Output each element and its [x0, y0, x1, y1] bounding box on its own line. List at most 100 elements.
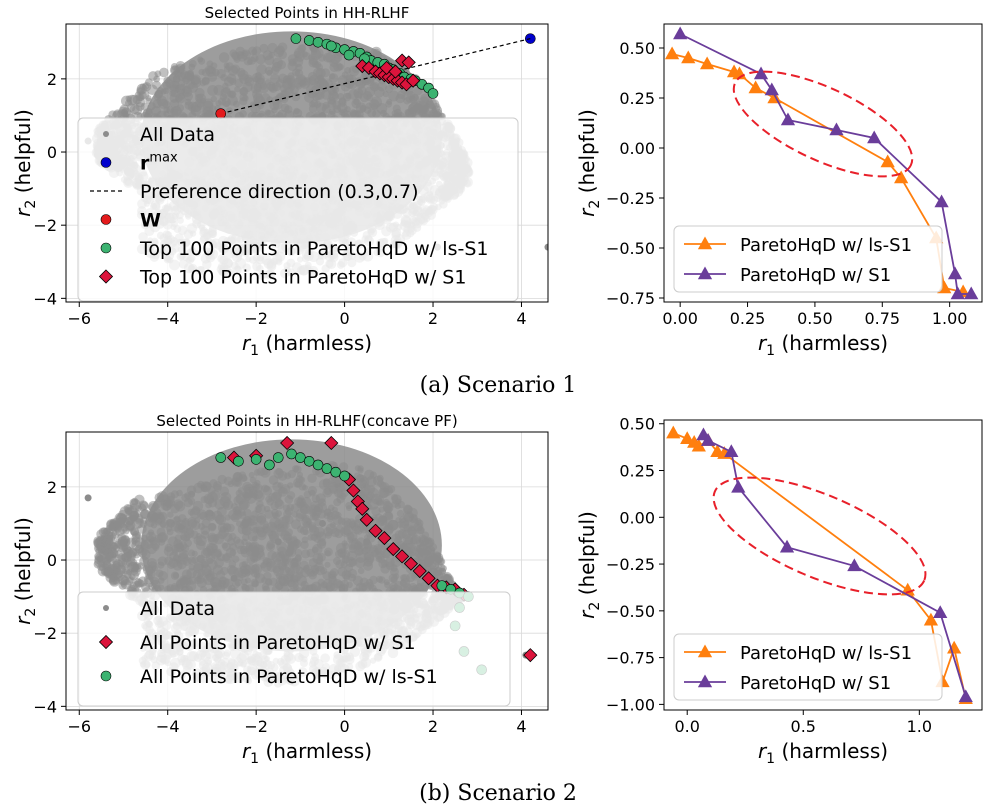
scatter1-all-data-point: [129, 104, 140, 115]
scatter2-xtick-label: −4: [156, 717, 180, 736]
scatter2-series-2-point: [312, 459, 324, 471]
line1-series-0-point: [880, 154, 895, 168]
scatter2-series-1-point: [412, 563, 427, 579]
scatter2-all-data-point: [109, 574, 118, 583]
line1-xtick-label: 0.25: [730, 309, 766, 328]
scatter2-series-1-point: [324, 435, 339, 451]
scatter2-legend-swatch: [98, 634, 114, 650]
scatter2-legend-label: All Points in ParetoHqD w/ S1: [140, 632, 416, 654]
scatter2-legend-label: All Points in ParetoHqD w/ ls-S1: [140, 666, 438, 688]
line1-legend-label: ParetoHqD w/ ls-S1: [740, 235, 912, 256]
scatter2-ytick-label: −4: [33, 697, 57, 716]
line1-series-0-point: [664, 46, 680, 60]
scatter2-series-1-point: [403, 556, 418, 571]
scatter2-all-data-point: [110, 549, 119, 558]
line1-series-0-point: [894, 170, 909, 184]
scatter1-xtick-label: 0: [339, 309, 349, 328]
scatter2-all-data-point: [274, 538, 282, 546]
scatter2-all-data-point: [130, 528, 137, 536]
line1-ylabel: r2 (helpful): [575, 109, 603, 217]
scatter2-xlabel: r1 (harmless): [242, 739, 372, 767]
line1-xlabel: r1 (harmless): [758, 331, 888, 359]
scatter2-all-data-point: [118, 535, 129, 547]
scatter1-xtick-label: −2: [244, 309, 268, 328]
scatter1-all-data-point: [159, 67, 169, 78]
scatter1-legend-swatch: [100, 157, 112, 168]
scatter1-legend-label: All Data: [140, 124, 215, 146]
scatter2-xtick-label: −6: [67, 717, 91, 736]
scatter2-xtick-label: 0: [339, 717, 349, 736]
line1-ytick-label: 0.25: [619, 89, 655, 108]
line1-series-0-point: [681, 50, 696, 64]
scatter2-series-2-point: [233, 455, 244, 467]
scatter2-all-data-point: [122, 552, 132, 562]
scatter2-series-1-point: [377, 531, 392, 546]
scatter2-all-data-point: [108, 519, 120, 530]
scatter2-all-data-point: [129, 582, 138, 591]
scatter1-legend-swatch: [103, 131, 109, 137]
scatter2-all-data-point: [119, 560, 130, 570]
scatter1-legend-swatch: [100, 242, 112, 254]
scatter2-legend-box: [77, 591, 511, 707]
line1-plot-frame: [663, 23, 983, 303]
scatter1-xtick-label: −6: [67, 309, 91, 328]
scatter1-all-data-point: [136, 86, 146, 96]
line1-series-0-point: [699, 56, 715, 70]
scatter1-xtick-label: 4: [516, 309, 526, 328]
line1-axis-decor: 0.00 0.25 0.50 0.75 1.00−0.75−0.50−0.250.000…: [575, 23, 983, 359]
scatter2-all-data-point: [138, 500, 149, 511]
scatter2-xtick-label: −2: [244, 717, 268, 736]
scatter1-all-data-point: [318, 111, 326, 119]
line1-legend-swatch: [697, 236, 713, 250]
scatter2-series-1-point: [280, 435, 295, 451]
scatter1-legend-label: W: [140, 210, 161, 232]
scatter1-all-data-point: [145, 78, 153, 87]
scatter1-all-data-point: [118, 106, 129, 117]
line1-legend-label: ParetoHqD w/ S1: [740, 265, 891, 286]
scatter2-series-1-point: [421, 571, 436, 586]
scatter2-all-data-point: [140, 509, 149, 518]
scatter1-series-4-point: [343, 49, 355, 61]
scatter1-all-data-point: [544, 243, 548, 251]
scatter1-ytick-label: 2: [47, 70, 57, 89]
scatter2-all-data-point: [126, 506, 138, 518]
scatter2-ytick-label: −2: [33, 624, 57, 643]
line1-xtick-label: 0.50: [797, 309, 833, 328]
line1-ytick-label: 0.00: [619, 139, 655, 158]
scatter1-series-3-point: [215, 108, 227, 119]
line1-ytick-label: −0.50: [606, 239, 655, 258]
scatter1-xtick-label: 2: [428, 309, 438, 328]
scatter2-series-2-point: [250, 454, 262, 465]
scatter2-all-data-point: [438, 567, 446, 576]
line1-ytick-label: −0.75: [606, 289, 655, 308]
scatter1-ylabel: r2 (helpful): [11, 109, 39, 217]
scatter2-series-2-point: [436, 580, 448, 591]
scatter2-legend-swatch: [100, 670, 112, 682]
scatter1-all-data-point: [153, 75, 160, 83]
scatter1-legend-box: [77, 117, 519, 302]
scatter2-legend-swatch: [103, 605, 109, 611]
line1-xtick-label: 0.00: [662, 309, 698, 328]
line1-ytick-label: −0.25: [606, 189, 655, 208]
scatter1-title: Selected Points in HH-RLHF: [205, 4, 410, 22]
scatter2-all-data-point: [102, 560, 112, 570]
line1-series-1-point: [964, 286, 979, 300]
line1-highlight-ellipse: [732, 70, 914, 178]
scatter1-series-5-point: [406, 73, 421, 88]
scatter2-series-2-point: [330, 466, 342, 478]
scatter2-all-data-point: [107, 531, 117, 541]
scatter2-all-data-point: [104, 567, 114, 577]
scatter1-series-5-point: [401, 55, 416, 70]
scatter2-all-data-point: [443, 573, 451, 582]
line1-legend-box: [673, 225, 943, 293]
scatter2-series-1-point: [523, 648, 538, 663]
scatter2-series-1-point: [355, 501, 370, 516]
scatter2-all-data-point: [100, 527, 108, 535]
line1-series-1-point: [947, 266, 963, 280]
line1-series-0-point: [748, 80, 763, 94]
scatter1-legend-swatch: [100, 214, 112, 225]
scatter1-all-data-point: [132, 95, 142, 105]
